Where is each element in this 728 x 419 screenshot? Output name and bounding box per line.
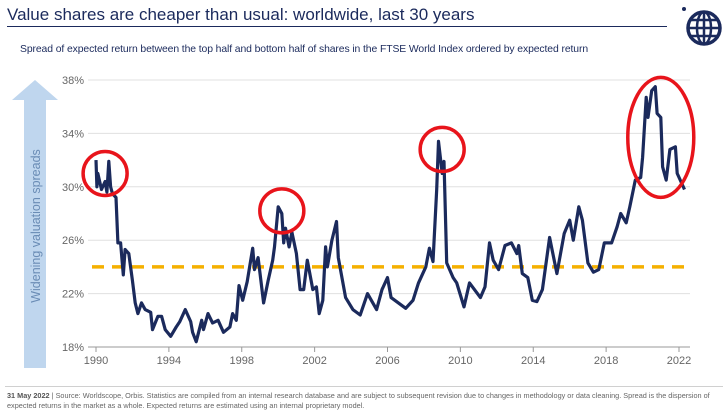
footnote-text: Source: Worldscope, Orbis. Statistics ar… — [7, 391, 710, 410]
y-tick-label: 30% — [62, 182, 84, 194]
spread-series-line — [94, 85, 686, 344]
highlight-circle — [626, 75, 696, 200]
highlight-circle — [258, 187, 306, 235]
y-tick-label: 26% — [62, 235, 84, 247]
page-title: Value shares are cheaper than usual: wor… — [7, 5, 475, 24]
x-tick-label: 2014 — [521, 355, 545, 367]
globe-icon — [682, 7, 722, 46]
y-tick-label: 22% — [62, 289, 84, 301]
y-axis-arrow: Widening valuation spreads — [12, 80, 58, 368]
chart-subtitle: Spread of expected return between the to… — [20, 44, 588, 55]
x-tick-label: 1994 — [157, 355, 181, 367]
x-tick-label: 2002 — [302, 355, 326, 367]
x-tick-label: 1998 — [230, 355, 254, 367]
x-tick-label: 1990 — [84, 355, 108, 367]
y-axis-label: Widening valuation spreads — [29, 149, 43, 303]
footnote-date: 31 May 2022 — [7, 391, 50, 400]
y-tick-label: 18% — [62, 342, 84, 354]
y-tick-label: 38% — [62, 75, 84, 87]
x-tick-label: 2006 — [375, 355, 399, 367]
footer-divider — [5, 386, 723, 387]
x-tick-label: 2010 — [448, 355, 472, 367]
x-tick-label: 2022 — [667, 355, 691, 367]
footnote: 31 May 2022 | Source: Worldscope, Orbis.… — [7, 391, 723, 410]
y-tick-label: 34% — [62, 128, 84, 140]
footnote-separator: | — [49, 391, 56, 400]
x-tick-label: 2018 — [594, 355, 618, 367]
title-divider — [7, 26, 667, 27]
highlight-circle — [81, 149, 129, 198]
highlight-circle — [418, 125, 466, 174]
